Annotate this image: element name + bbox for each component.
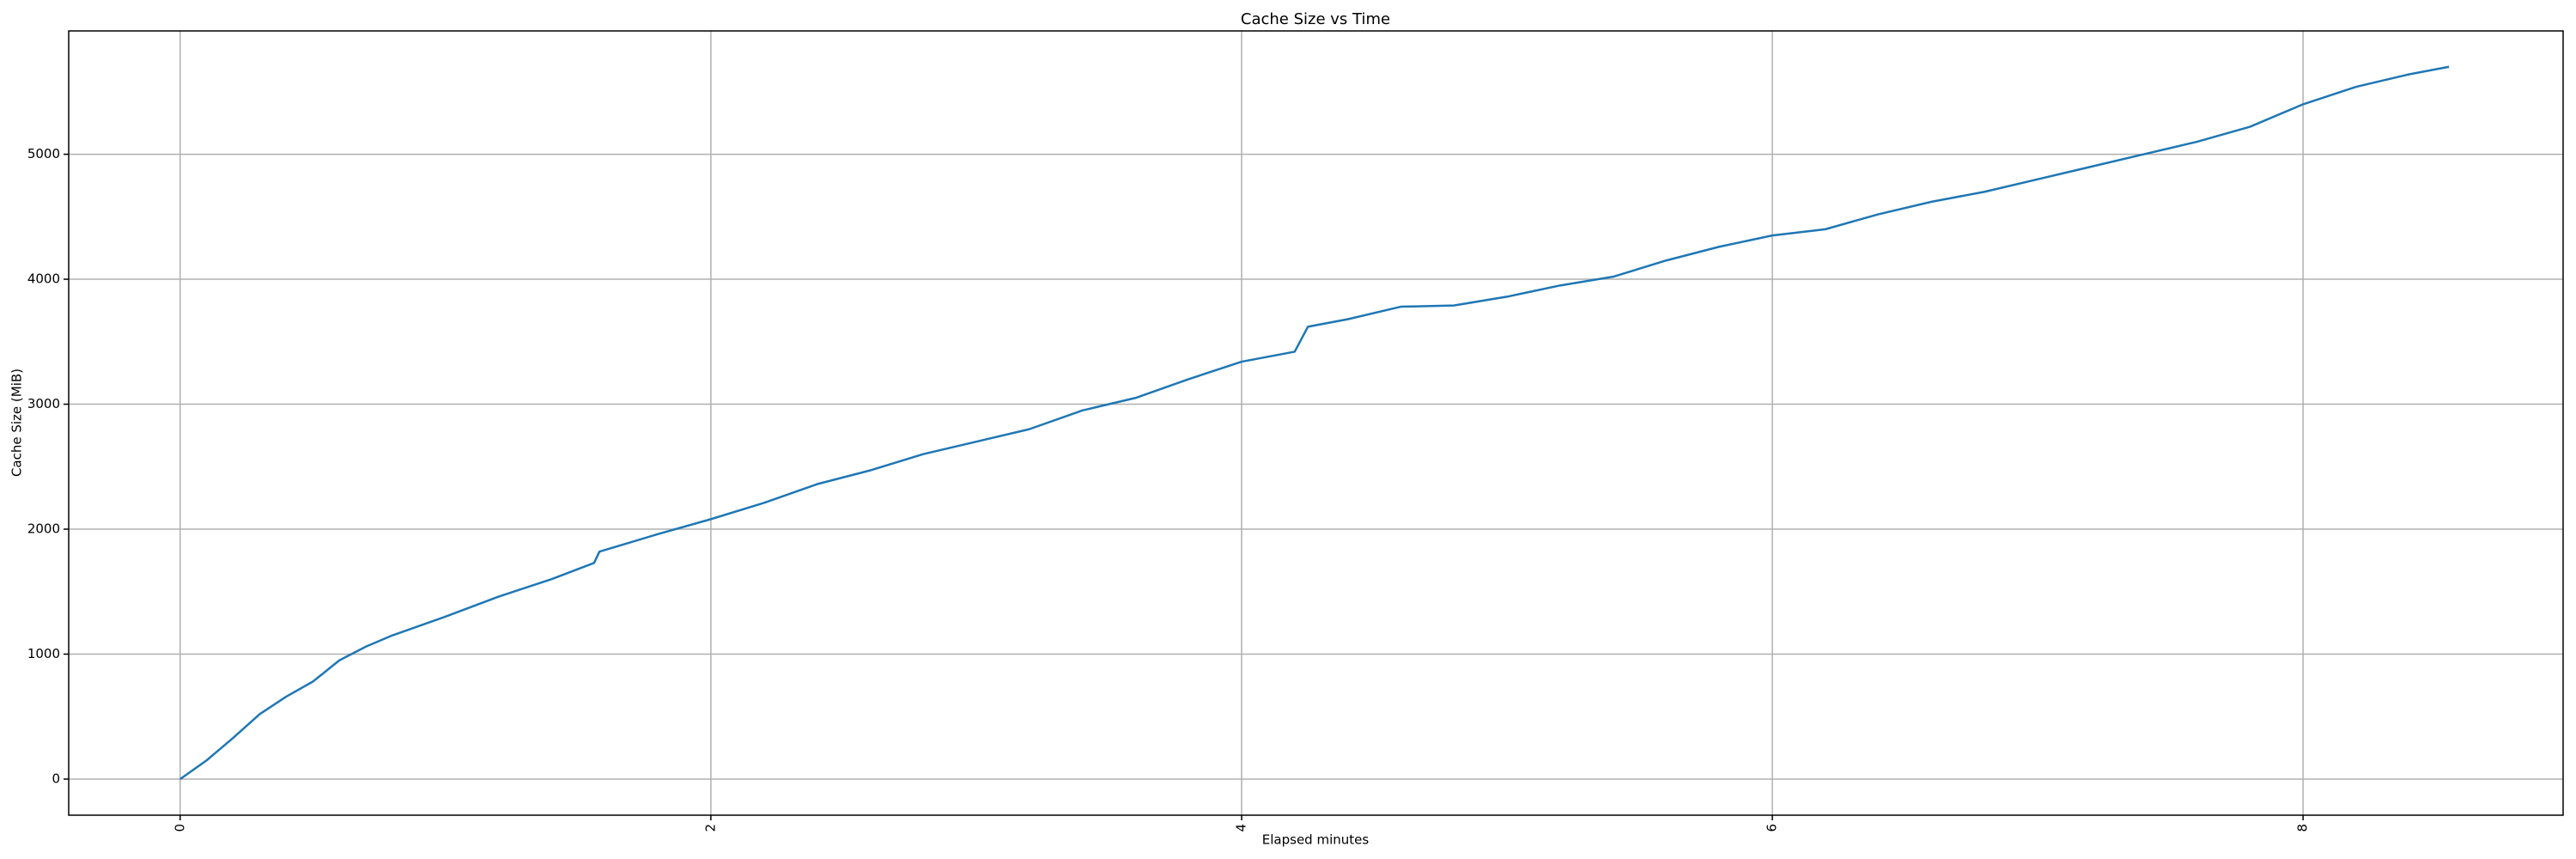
y-tick-label: 4000: [27, 271, 60, 287]
y-tick-label: 0: [52, 771, 60, 786]
x-tick-label: 8: [2295, 824, 2311, 832]
x-tick-label: 6: [1765, 824, 1780, 832]
x-tick-label: 2: [702, 824, 718, 832]
y-tick-label: 3000: [27, 396, 60, 411]
chart-title: Cache Size vs Time: [1241, 10, 1390, 28]
x-tick-label: 4: [1233, 824, 1249, 832]
plot-frame: [68, 30, 2564, 816]
y-axis-label: Cache Size (MiB): [9, 369, 25, 477]
x-axis-label: Elapsed minutes: [1262, 832, 1370, 848]
y-tick-label: 5000: [27, 146, 60, 161]
x-tick-label: 0: [172, 824, 187, 832]
y-tick-label: 2000: [27, 521, 60, 537]
data-line: [179, 65, 2450, 780]
y-tick-label: 1000: [27, 646, 60, 661]
